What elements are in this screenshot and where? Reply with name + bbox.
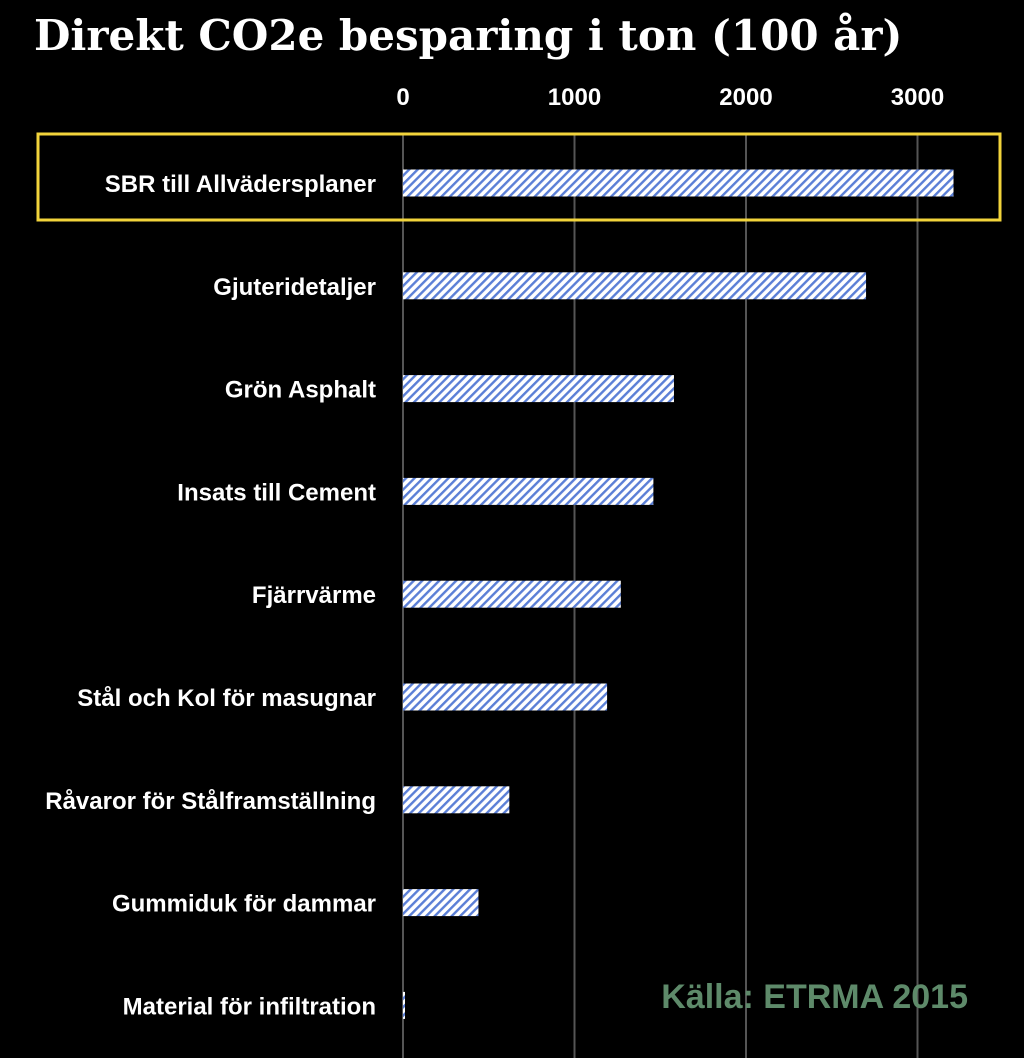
category-label: SBR till Allvädersplaner xyxy=(105,171,376,198)
highlight-box xyxy=(36,132,1002,222)
x-axis-ticks: 0 1000 2000 3000 xyxy=(396,84,944,111)
category-label: Gjuteridetaljer xyxy=(213,274,376,301)
bar xyxy=(403,580,621,608)
x-tick-label: 1000 xyxy=(548,84,601,111)
bar xyxy=(403,169,954,197)
category-labels: SBR till Allvädersplaner Gjuteridetaljer G… xyxy=(45,171,376,1020)
category-label: Grön Asphalt xyxy=(225,377,376,404)
x-tick-label: 3000 xyxy=(891,84,944,111)
bar xyxy=(403,786,510,814)
category-label: Stål och Kol för masugnar xyxy=(77,685,376,712)
bar xyxy=(403,272,867,300)
source-annotation: Källa: ETRMA 2015 xyxy=(661,978,968,1016)
category-label: Gummiduk för dammar xyxy=(112,891,376,918)
bar xyxy=(403,991,405,1019)
bar xyxy=(403,889,479,917)
category-label: Insats till Cement xyxy=(177,479,376,506)
category-label: Fjärrvärme xyxy=(252,582,376,609)
chart-title: Direkt CO2e besparing i ton (100 år) xyxy=(34,11,902,60)
x-tick-label: 2000 xyxy=(719,84,772,111)
bar xyxy=(403,683,608,711)
bars xyxy=(403,169,954,1019)
x-tick-label: 0 xyxy=(396,84,409,111)
category-label: Material för infiltration xyxy=(123,993,376,1020)
category-label: Råvaror för Stålframställning xyxy=(45,788,376,815)
bar xyxy=(403,375,674,403)
bar xyxy=(403,477,654,505)
